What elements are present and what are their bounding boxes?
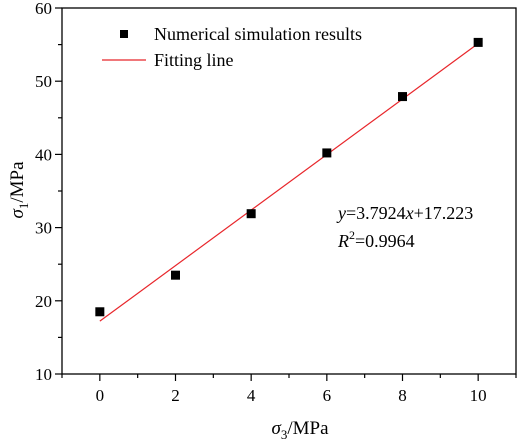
data-point (473, 37, 483, 47)
x-axis-symbol: σ (271, 418, 281, 439)
x-tick-label: 0 (96, 386, 105, 405)
y-axis-symbol: σ (7, 209, 28, 219)
ticks-layer: 0 2 4 6 8 10 10 20 30 40 50 60 (35, 0, 517, 405)
x-tick-label: 2 (171, 386, 180, 405)
x-tick-label: 4 (247, 386, 256, 405)
plot-frame (61, 7, 517, 375)
eq-y: y (336, 203, 346, 223)
fitting-line (99, 43, 479, 322)
legend-marker-square (120, 30, 128, 38)
r2-sup: 2 (349, 228, 355, 242)
legend-label-fit: Fitting line (154, 50, 234, 70)
y-tick-label: 30 (35, 219, 52, 238)
data-point (95, 307, 105, 317)
data-point (398, 92, 407, 102)
y-axis-unit: /MPa (7, 161, 28, 203)
x-axis-unit: /MPa (287, 418, 329, 439)
y-tick-label: 10 (35, 365, 52, 384)
equation-annotation: y=3.7924x+17.223 (336, 203, 473, 223)
y-tick-label: 40 (35, 145, 52, 164)
y-tick-label: 20 (35, 292, 52, 311)
data-point (322, 148, 332, 158)
r2-annotation: R2=0.9964 (337, 228, 415, 251)
y-axis-sub: 1 (16, 203, 31, 210)
eq-intercept: +17.223 (414, 203, 474, 223)
eq-x: x (405, 203, 414, 223)
r2-R: R (337, 231, 349, 251)
x-tick-label: 6 (323, 386, 332, 405)
eq-slope: =3.7924 (346, 203, 406, 223)
data-point (246, 209, 256, 219)
x-tick-label: 10 (470, 386, 487, 405)
data-point (171, 270, 180, 280)
legend: Numerical simulation results Fitting lin… (102, 24, 362, 70)
series-layer (95, 37, 483, 322)
y-axis-title: σ1/MPa (7, 161, 31, 219)
x-tick-label: 8 (398, 386, 407, 405)
x-axis-title: σ3/MPa (271, 418, 329, 440)
y-tick-label: 60 (35, 0, 52, 18)
y-tick-label: 50 (35, 72, 52, 91)
r2-value: =0.9964 (355, 231, 415, 251)
x-axis-sub: 3 (281, 427, 288, 440)
legend-label-simulation: Numerical simulation results (154, 24, 362, 44)
